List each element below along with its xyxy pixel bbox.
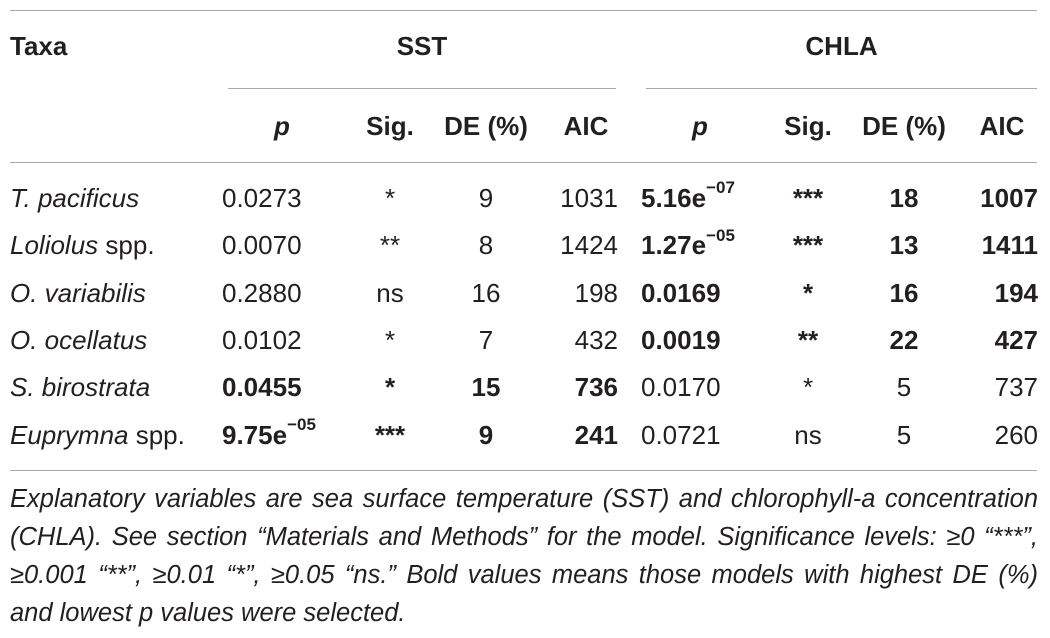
table-bottom-rule xyxy=(10,470,1037,471)
chla-group-rule xyxy=(646,88,1037,89)
chla-p-value: 5.16e xyxy=(641,183,707,213)
chla-p-value: 1.27e xyxy=(641,230,707,261)
chla-p-cell: 0.0170 xyxy=(641,372,721,402)
sst-p-value: 0.0455 xyxy=(222,372,302,403)
sst-p-value: 0.0070 xyxy=(222,230,302,261)
chla-sig-cell: * xyxy=(802,372,814,403)
sst-aic-header: AIC xyxy=(563,111,609,141)
taxa-cell: Loliolus spp. xyxy=(10,230,155,260)
chla-aic-cell: 1007 xyxy=(980,183,1038,213)
sst-sig-cell: * xyxy=(384,324,396,355)
table-footnote: Explanatory variables are sea surface te… xyxy=(10,485,1038,627)
sst-p-cell: 0.0102 xyxy=(222,325,302,355)
taxa-cell: T. pacificus xyxy=(10,183,139,213)
sst-p-value: 0.2880 xyxy=(222,277,302,308)
taxa-name: Euprymna xyxy=(10,419,129,450)
chla-p-exponent: −05 xyxy=(706,225,735,245)
taxa-suffix: spp. xyxy=(128,419,185,450)
chla-sig-cell: *** xyxy=(792,230,824,261)
chla-aic-cell: 260 xyxy=(994,419,1038,450)
taxa-suffix: spp. xyxy=(98,230,155,261)
sst-aic-cell: 736 xyxy=(574,372,618,403)
sst-de-cell: 15 xyxy=(471,372,501,403)
chla-de-cell: 5 xyxy=(896,419,912,450)
sst-de-cell: 8 xyxy=(478,230,494,261)
chla-de-cell: 5 xyxy=(896,372,912,403)
sst-group-rule xyxy=(228,88,616,89)
chla-aic-cell: 427 xyxy=(994,324,1038,355)
chla-p-cell: 1.27e−05 xyxy=(641,227,735,261)
sst-p-cell: 0.2880 xyxy=(222,278,302,308)
chla-aic-header: AIC xyxy=(979,111,1025,141)
sst-aic-cell: 1031 xyxy=(560,183,618,213)
sst-p-cell: 9.75e−05 xyxy=(222,416,316,450)
taxa-cell: O. variabilis xyxy=(10,278,146,308)
sst-aic-cell: 432 xyxy=(574,324,618,355)
sst-p-exponent: −05 xyxy=(287,414,316,434)
sst-group-header: SST xyxy=(396,31,448,61)
sst-p-header: p xyxy=(274,111,290,141)
chla-sig-cell: ns xyxy=(794,419,822,450)
chla-p-cell: 5.16e−07 xyxy=(641,179,735,213)
sst-de-cell: 7 xyxy=(478,324,494,355)
taxa-name: O. variabilis xyxy=(10,277,146,308)
chla-sig-cell: ** xyxy=(797,324,819,355)
chla-de-header: DE (%) xyxy=(862,111,946,141)
sst-aic-cell: 198 xyxy=(574,277,618,308)
sst-de-header: DE (%) xyxy=(444,111,528,141)
taxa-name: O. ocellatus xyxy=(10,324,148,355)
chla-sig-cell: *** xyxy=(792,183,824,213)
chla-p-cell: 0.0169 xyxy=(641,278,721,308)
taxa-cell: O. ocellatus xyxy=(10,325,147,355)
chla-de-cell: 16 xyxy=(889,277,919,308)
taxa-cell: Euprymna spp. xyxy=(10,420,185,450)
taxa-cell: S. birostrata xyxy=(10,372,150,402)
chla-p-cell: 0.0721 xyxy=(641,420,721,450)
chla-p-value: 0.0170 xyxy=(641,372,721,403)
taxa-name: T. pacificus xyxy=(10,183,140,213)
chla-aic-cell: 194 xyxy=(994,277,1038,308)
sst-aic-cell: 1424 xyxy=(560,230,618,261)
chla-group-header: CHLA xyxy=(805,31,878,61)
sst-p-value: 0.0102 xyxy=(222,324,302,355)
taxa-name: S. birostrata xyxy=(10,372,151,403)
header-bottom-rule xyxy=(10,162,1037,163)
sst-sig-cell: * xyxy=(384,372,396,403)
sst-p-cell: 0.0273 xyxy=(222,183,302,213)
sst-p-value: 0.0273 xyxy=(222,183,302,213)
sst-p-value: 9.75e xyxy=(222,419,288,450)
sst-p-cell: 0.0070 xyxy=(222,230,302,260)
sst-de-cell: 9 xyxy=(478,419,494,450)
table-top-rule xyxy=(10,10,1037,11)
chla-p-cell: 0.0019 xyxy=(641,325,721,355)
chla-de-cell: 13 xyxy=(889,230,919,261)
sst-p-cell: 0.0455 xyxy=(222,372,302,402)
sst-sig-cell: ns xyxy=(376,277,404,308)
chla-p-exponent: −07 xyxy=(706,178,735,198)
chla-sig-header: Sig. xyxy=(784,111,832,141)
chla-de-cell: 22 xyxy=(889,324,919,355)
chla-aic-cell: 737 xyxy=(994,372,1038,403)
chla-de-cell: 18 xyxy=(889,183,919,213)
sst-de-cell: 9 xyxy=(478,183,494,213)
sst-de-cell: 16 xyxy=(471,277,501,308)
sst-sig-cell: ** xyxy=(379,230,401,261)
taxa-name: Loliolus xyxy=(10,230,99,261)
chla-p-value: 0.0721 xyxy=(641,419,721,450)
chla-p-value: 0.0019 xyxy=(641,324,721,355)
sst-sig-cell: *** xyxy=(374,419,406,450)
chla-sig-cell: * xyxy=(802,277,814,308)
sst-sig-cell: * xyxy=(384,183,396,213)
chla-p-value: 0.0169 xyxy=(641,277,721,308)
sst-sig-header: Sig. xyxy=(366,111,414,141)
taxa-column-header: Taxa xyxy=(10,31,68,61)
sst-aic-cell: 241 xyxy=(574,419,618,450)
chla-aic-cell: 1411 xyxy=(981,230,1038,261)
chla-p-header: p xyxy=(692,111,708,141)
